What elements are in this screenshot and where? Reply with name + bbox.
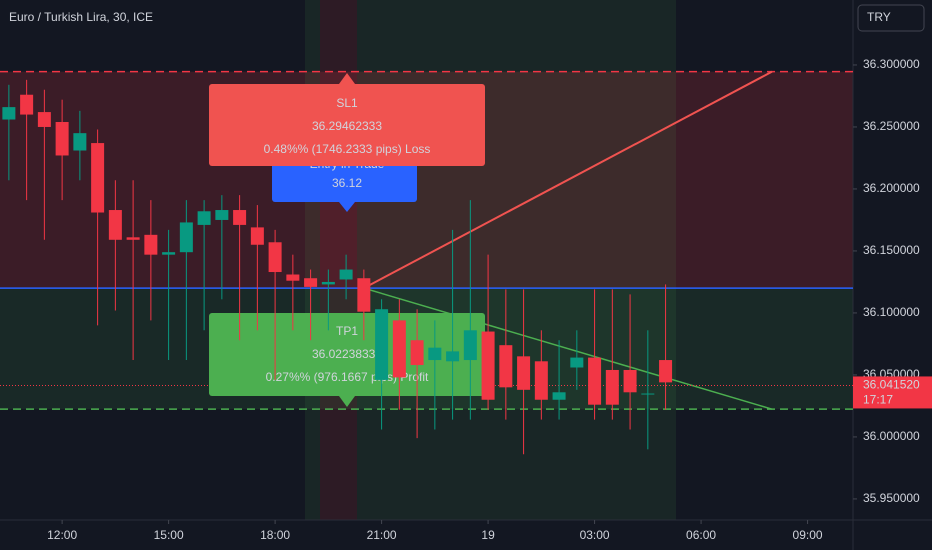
candle-body (126, 237, 140, 240)
y-tick-label: 35.950000 (863, 491, 920, 505)
target-box (209, 313, 485, 396)
candle-body (463, 330, 477, 361)
session-shade (320, 0, 357, 520)
candle-body (570, 357, 584, 368)
candle-body (144, 234, 158, 255)
chart-title: Euro / Turkish Lira, 30, ICE (9, 10, 153, 24)
candle-body (339, 269, 353, 280)
candle-body (304, 278, 318, 287)
candle-body (2, 107, 16, 120)
countdown-label: 17:17 (863, 393, 893, 407)
target-text: 0.27%% (976.1667 pips) Profit (266, 370, 429, 384)
candle-body (659, 360, 673, 383)
x-tick-label: 21:00 (367, 528, 397, 542)
x-tick-label: 09:00 (793, 528, 823, 542)
y-tick-label: 36.150000 (863, 243, 920, 257)
y-tick-label: 36.100000 (863, 305, 920, 319)
target-label: TP1 (336, 324, 358, 338)
stop-text: 0.48%% (1746.2333 pips) Loss (264, 142, 431, 156)
candle-body (162, 252, 176, 255)
candle-body (375, 309, 389, 380)
y-tick-label: 36.000000 (863, 429, 920, 443)
candle-body (286, 274, 300, 281)
candle-body (91, 143, 105, 213)
y-tick-label: 36.300000 (863, 57, 920, 71)
candle-body (588, 357, 602, 405)
target-pointer (339, 396, 355, 407)
candle-body (215, 210, 229, 220)
candle-body (623, 369, 637, 393)
candle-body (517, 356, 531, 390)
session-shade (305, 0, 320, 520)
candle-body (233, 210, 247, 225)
candle-body (552, 392, 566, 400)
x-tick-label: 12:00 (47, 528, 77, 542)
candle-body (641, 393, 655, 395)
candle-body (392, 320, 406, 378)
last-price-tag (853, 376, 932, 409)
x-tick-label: 19 (481, 528, 495, 542)
y-tick-label: 36.200000 (863, 181, 920, 195)
stop-projection (363, 70, 773, 290)
candle-body (410, 340, 424, 366)
currency-button[interactable] (857, 4, 925, 32)
candle-body (250, 227, 264, 245)
candle-body (37, 112, 51, 127)
stop-box (209, 84, 485, 166)
candle-body (605, 369, 619, 405)
target-projection (363, 287, 773, 410)
stop-label: SL1 (336, 96, 358, 110)
candle-body (179, 222, 193, 253)
stop-value: 36.29462333 (312, 119, 382, 133)
candle-body (428, 347, 442, 361)
currency-label[interactable]: TRY (867, 10, 891, 24)
last-price-label: 36.041520 (863, 378, 920, 392)
candle-body (20, 94, 34, 115)
candle-body (357, 278, 371, 312)
session-shade (357, 0, 676, 520)
candle-body (481, 331, 495, 400)
candle-body (108, 210, 122, 240)
entry-value: 36.12 (332, 176, 362, 190)
target-value: 36.02238333 (312, 347, 382, 361)
candle-body (321, 281, 335, 285)
candle-body (73, 133, 87, 151)
candle-body (268, 242, 282, 273)
candle-body (499, 345, 513, 388)
entry-pointer (339, 202, 355, 212)
candle-body (55, 122, 69, 156)
x-tick-label: 15:00 (154, 528, 184, 542)
y-tick-label: 36.250000 (863, 119, 920, 133)
x-tick-label: 03:00 (580, 528, 610, 542)
x-tick-label: 06:00 (686, 528, 716, 542)
candle-body (446, 351, 460, 362)
candle-body (534, 361, 548, 400)
x-tick-label: 18:00 (260, 528, 290, 542)
candle-body (197, 211, 211, 225)
stop-pointer (339, 73, 355, 84)
